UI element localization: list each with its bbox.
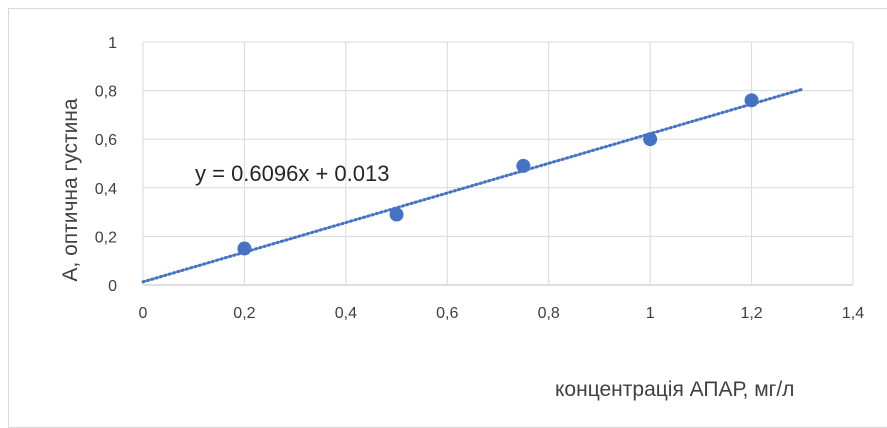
y-tick-labels: 0 0,2 0,4 0,6 0,8 1: [95, 35, 117, 295]
x-tick-label: 0: [139, 305, 148, 322]
y-axis-title: А, оптична густина: [59, 98, 82, 281]
x-tick-label: 0,4: [335, 305, 357, 322]
data-points: [237, 93, 759, 256]
data-point: [744, 93, 759, 108]
x-tick-label: 1,4: [842, 305, 864, 322]
y-tick-label: 0,6: [95, 132, 117, 149]
y-tick-label: 0: [108, 278, 117, 295]
grid-lines: [142, 41, 854, 286]
data-point: [237, 241, 252, 256]
x-tick-label: 0,6: [436, 305, 458, 322]
y-tick-label: 0,4: [95, 181, 117, 198]
trendline: [141, 87, 804, 284]
trendline-group: [141, 87, 804, 284]
data-point: [516, 158, 531, 173]
x-tick-label: 1: [646, 305, 655, 322]
y-tick-label: 0,8: [95, 84, 117, 101]
data-point: [389, 207, 404, 222]
y-tick-label: 1: [108, 35, 117, 52]
x-tick-label: 0,8: [538, 305, 560, 322]
data-point: [643, 132, 658, 147]
x-tick-label: 1,2: [740, 305, 762, 322]
x-axis-title: концентрація АПАР, мг/л: [555, 378, 794, 401]
x-tick-labels: 0 0,2 0,4 0,6 0,8 1 1,2 1,4: [139, 305, 865, 322]
y-tick-label: 0,2: [95, 229, 117, 246]
chart: 0 0,2 0,4 0,6 0,8 1 0 0,2 0,4 0,6 0,8 1 1,2 1,4 y = …: [59, 35, 865, 401]
trendline-equation: y = 0.6096x + 0.013: [195, 161, 390, 186]
x-tick-label: 0,2: [233, 305, 255, 322]
